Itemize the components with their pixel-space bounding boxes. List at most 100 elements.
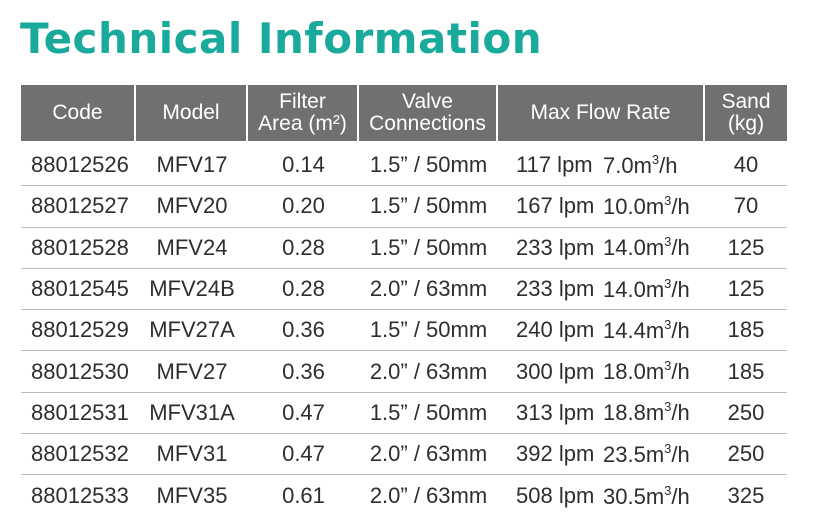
flow-m3h-unit-per: /h — [671, 235, 690, 261]
cell-valve-connection: 1.5” / 50mm — [369, 317, 488, 343]
cell-max-flow-rate: 240 lpm 14.4m3/h — [498, 317, 705, 344]
table-row: 88012533 MFV35 0.61 2.0” / 63mm 508 lpm 30.5m… — [21, 475, 787, 516]
cell-sand: 250 — [727, 399, 765, 425]
flow-m3h-unit-exponent: 3 — [664, 399, 672, 415]
cell-sand: 125 — [727, 234, 765, 260]
cell-code: 88012526 — [31, 152, 129, 178]
flow-m3h-unit-exponent: 3 — [664, 358, 672, 374]
cell-filter-area: 0.14 — [282, 152, 325, 178]
header-code-label: Code — [52, 101, 103, 124]
flow-m3h-unit-per: /h — [671, 193, 690, 219]
flow-m3h-unit-base: m — [645, 317, 665, 343]
header-model-label: Model — [162, 101, 220, 124]
flow-m3h-unit-exponent: 3 — [664, 234, 672, 250]
header-valve-line1: Valve — [402, 90, 453, 113]
flow-m3h-unit-per: /h — [671, 483, 690, 509]
cell-code: 88012533 — [31, 483, 129, 509]
flow-m3h-unit-exponent: 3 — [664, 275, 672, 291]
flow-m3h-value: 14.4 — [603, 317, 646, 343]
cell-valve-connection: 2.0” / 63mm — [369, 441, 488, 467]
flow-m3h-value: 30.5 — [603, 483, 646, 509]
table-row: 88012530 MFV27 0.36 2.0” / 63mm 300 lpm 18.0m… — [21, 351, 787, 393]
cell-model: MFV35 — [156, 483, 228, 509]
flow-m3h-unit-base: m — [645, 441, 665, 467]
flow-m3h-unit-base: m — [645, 359, 665, 385]
cell-code: 88012527 — [31, 193, 129, 219]
flow-m3h-value: 14.0 — [603, 276, 646, 302]
table-row: 88012532 MFV31 0.47 2.0” / 63mm 392 lpm 23.5m… — [21, 434, 787, 476]
flow-m3h-unit-base: m — [645, 483, 665, 509]
flow-m3h: 18.8m3/h — [603, 399, 690, 426]
page-title: Technical Information — [20, 14, 543, 63]
table-body: 88012526 MFV17 0.14 1.5” / 50mm 117 lpm 7.0m3… — [21, 145, 787, 517]
cell-code: 88012545 — [31, 276, 129, 302]
cell-max-flow-rate: 233 lpm 14.0m3/h — [498, 276, 705, 303]
cell-code: 88012529 — [31, 317, 129, 343]
cell-filter-area: 0.28 — [282, 234, 325, 260]
flow-m3h-unit-base: m — [645, 276, 665, 302]
cell-model: MFV17 — [156, 152, 228, 178]
cell-max-flow-rate: 233 lpm 14.0m3/h — [498, 234, 705, 261]
cell-filter-area: 0.28 — [282, 276, 325, 302]
cell-code: 88012530 — [31, 358, 129, 384]
flow-m3h: 10.0m3/h — [603, 193, 690, 220]
header-flow-label: Max Flow Rate — [530, 101, 671, 124]
flow-m3h-value: 18.0 — [603, 359, 646, 385]
flow-m3h-unit-base: m — [633, 152, 652, 178]
cell-valve-connection: 1.5” / 50mm — [369, 193, 488, 219]
cell-sand: 325 — [727, 483, 765, 509]
cell-code: 88012528 — [31, 234, 129, 260]
cell-valve-connection: 1.5” / 50mm — [369, 152, 488, 178]
flow-m3h-unit-per: /h — [671, 359, 690, 385]
cell-filter-area: 0.36 — [282, 358, 325, 384]
flow-lpm: 392 lpm — [516, 441, 595, 467]
table-row: 88012527 MFV20 0.20 1.5” / 50mm 167 lpm 10.0m… — [21, 186, 787, 228]
cell-sand: 125 — [727, 276, 765, 302]
flow-m3h-unit-per: /h — [671, 441, 690, 467]
flow-lpm: 300 lpm — [516, 358, 595, 384]
flow-m3h-unit-exponent: 3 — [664, 192, 672, 208]
cell-model: MFV27 — [156, 358, 228, 384]
flow-m3h: 18.0m3/h — [603, 358, 690, 385]
flow-m3h-unit-per: /h — [671, 317, 690, 343]
header-filter-area-line1: Filter — [279, 90, 326, 113]
cell-sand: 70 — [733, 193, 759, 219]
flow-m3h-unit-exponent: 3 — [664, 316, 672, 332]
flow-m3h-unit-base: m — [645, 193, 665, 219]
table-header: Code Model Filter Area (m²) Valve Connec… — [21, 85, 787, 141]
cell-valve-connection: 1.5” / 50mm — [369, 234, 488, 260]
flow-m3h: 14.0m3/h — [603, 276, 690, 303]
cell-max-flow-rate: 167 lpm 10.0m3/h — [498, 193, 705, 220]
flow-m3h-unit-per: /h — [671, 400, 690, 426]
flow-m3h-unit-per: /h — [671, 276, 690, 302]
flow-m3h-unit-per: /h — [659, 152, 678, 178]
header-sand-line1: Sand — [721, 90, 771, 113]
flow-m3h-unit-exponent: 3 — [651, 151, 660, 167]
flow-m3h-unit-exponent: 3 — [664, 440, 672, 456]
flow-m3h: 14.4m3/h — [603, 317, 690, 344]
cell-filter-area: 0.20 — [282, 193, 325, 219]
flow-lpm: 117 lpm — [516, 152, 593, 178]
cell-max-flow-rate: 508 lpm 30.5m3/h — [498, 483, 705, 510]
cell-filter-area: 0.61 — [282, 483, 325, 509]
flow-m3h-value: 18.8 — [603, 400, 646, 426]
cell-max-flow-rate: 313 lpm 18.8m3/h — [498, 399, 705, 426]
cell-valve-connection: 2.0” / 63mm — [369, 358, 488, 384]
flow-m3h-value: 7.0 — [603, 152, 634, 178]
header-sand: Sand (kg) — [705, 85, 787, 141]
flow-lpm: 233 lpm — [516, 234, 595, 260]
table-row: 88012545 MFV24B 0.28 2.0” / 63mm 233 lpm 14.0… — [21, 269, 787, 311]
header-filter-area: Filter Area (m²) — [248, 85, 359, 141]
header-sand-line2: (kg) — [727, 112, 765, 135]
cell-model: MFV20 — [156, 193, 228, 219]
header-code: Code — [21, 85, 136, 141]
cell-sand: 40 — [733, 152, 759, 178]
cell-sand: 185 — [727, 317, 765, 343]
cell-sand: 185 — [727, 358, 765, 384]
cell-filter-area: 0.47 — [282, 399, 325, 425]
cell-code: 88012532 — [31, 441, 129, 467]
cell-model: MFV24B — [149, 276, 235, 302]
table-row: 88012526 MFV17 0.14 1.5” / 50mm 117 lpm 7.0m3… — [21, 145, 787, 187]
cell-filter-area: 0.47 — [282, 441, 325, 467]
header-valve-line2: Connections — [369, 112, 486, 135]
